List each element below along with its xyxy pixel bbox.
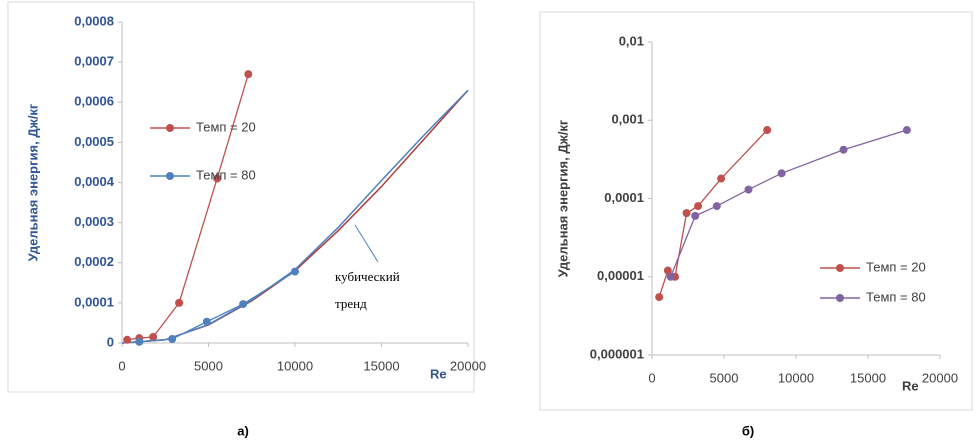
annotation: кубический <box>335 269 400 284</box>
point <box>244 70 253 79</box>
point <box>168 334 177 343</box>
series-line <box>658 129 768 298</box>
y-tick-label: 0,0003 <box>74 214 114 229</box>
legend-marker <box>836 294 844 302</box>
y-tick-label: 0,01 <box>619 33 644 48</box>
x-axis-label: Re <box>430 366 447 381</box>
x-tick-label: 10000 <box>277 358 313 373</box>
x-tick-label: 0 <box>648 370 655 385</box>
legend-label: Темп = 80 <box>866 289 926 304</box>
point <box>149 332 158 341</box>
legend-marker <box>166 172 174 180</box>
y-axis-label: Удельная энергия, Дж/кг <box>555 119 570 277</box>
x-tick-label: 20000 <box>450 358 486 373</box>
y-tick-label: 0,0001 <box>604 190 644 205</box>
annotation-pointer <box>354 224 379 263</box>
point <box>175 298 184 307</box>
point <box>763 126 772 135</box>
x-tick-label: 15000 <box>363 358 399 373</box>
legend-label: Темп = 80 <box>196 167 256 182</box>
caption: б) <box>742 423 754 438</box>
legend-label: Темп = 20 <box>866 259 926 274</box>
frame-a <box>7 1 475 393</box>
x-tick-label: 15000 <box>850 370 886 385</box>
y-tick-label: 0,0008 <box>74 13 114 28</box>
point <box>694 202 703 211</box>
x-axis-label: Re <box>902 378 919 393</box>
x-tick-label: 10000 <box>778 370 814 385</box>
y-tick-label: 0,0001 <box>74 294 114 309</box>
point <box>239 300 248 309</box>
point <box>291 267 299 276</box>
x-tick-label: 5000 <box>194 358 223 373</box>
y-tick-label: 0,0005 <box>74 134 114 149</box>
frame-b <box>539 11 973 411</box>
x-tick-label: 0 <box>118 358 125 373</box>
legend-label: Темп = 20 <box>196 119 256 134</box>
y-tick-label: 0,00001 <box>597 268 644 283</box>
point <box>655 293 664 302</box>
caption: а) <box>237 423 249 438</box>
point <box>691 211 700 220</box>
point <box>902 126 911 135</box>
point <box>712 202 721 211</box>
series-line <box>127 73 249 341</box>
point <box>744 185 753 194</box>
point <box>717 174 726 183</box>
point <box>213 174 222 183</box>
y-tick-label: 0,000001 <box>590 346 644 361</box>
y-axis-label: Удельная энергия, Дж/кг <box>25 103 40 261</box>
y-tick-label: 0,0002 <box>74 254 114 269</box>
point <box>123 335 132 344</box>
point <box>777 169 786 178</box>
x-tick-label: 5000 <box>710 370 739 385</box>
point <box>682 209 691 218</box>
legend-marker <box>836 264 844 272</box>
annotation: тренд <box>335 296 367 311</box>
point <box>135 337 144 346</box>
point <box>663 266 672 275</box>
y-tick-label: 0 <box>107 334 114 349</box>
legend-marker <box>166 124 174 132</box>
series-line <box>670 129 908 277</box>
y-tick-label: 0,0006 <box>74 94 114 109</box>
point <box>202 317 211 326</box>
point <box>839 145 848 154</box>
y-tick-label: 0,0004 <box>74 174 115 189</box>
point <box>666 272 675 281</box>
y-tick-label: 0,0007 <box>74 54 114 69</box>
x-tick-label: 20000 <box>922 370 958 385</box>
y-tick-label: 0,001 <box>611 112 644 127</box>
series-line <box>139 271 296 343</box>
